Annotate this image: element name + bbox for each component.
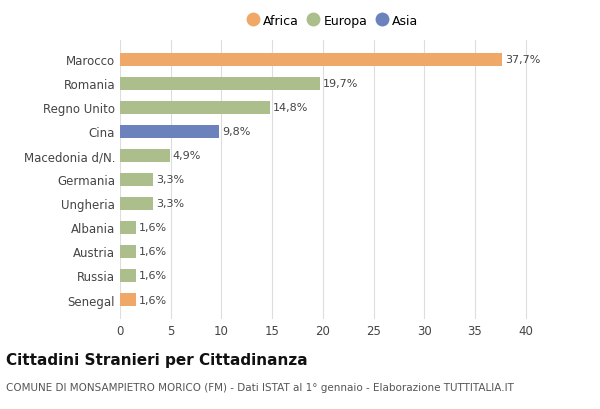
Text: 14,8%: 14,8% bbox=[273, 103, 308, 113]
Text: 19,7%: 19,7% bbox=[323, 79, 358, 89]
Bar bbox=[120, 126, 220, 139]
Bar bbox=[120, 269, 136, 282]
Bar bbox=[120, 101, 270, 115]
Text: 37,7%: 37,7% bbox=[505, 55, 541, 65]
Text: 9,8%: 9,8% bbox=[223, 127, 251, 137]
Bar bbox=[120, 54, 502, 67]
Text: 1,6%: 1,6% bbox=[139, 223, 167, 233]
Text: 4,9%: 4,9% bbox=[173, 151, 201, 161]
Bar bbox=[120, 221, 136, 234]
Legend: Africa, Europa, Asia: Africa, Europa, Asia bbox=[244, 11, 422, 31]
Bar bbox=[120, 245, 136, 258]
Text: 3,3%: 3,3% bbox=[157, 175, 185, 185]
Text: 3,3%: 3,3% bbox=[157, 199, 185, 209]
Text: COMUNE DI MONSAMPIETRO MORICO (FM) - Dati ISTAT al 1° gennaio - Elaborazione TUT: COMUNE DI MONSAMPIETRO MORICO (FM) - Dat… bbox=[6, 382, 514, 392]
Bar bbox=[120, 197, 154, 211]
Text: 1,6%: 1,6% bbox=[139, 295, 167, 305]
Bar bbox=[120, 149, 170, 163]
Bar bbox=[120, 173, 154, 187]
Text: Cittadini Stranieri per Cittadinanza: Cittadini Stranieri per Cittadinanza bbox=[6, 352, 308, 367]
Bar bbox=[120, 78, 320, 91]
Text: 1,6%: 1,6% bbox=[139, 271, 167, 281]
Text: 1,6%: 1,6% bbox=[139, 247, 167, 257]
Bar bbox=[120, 293, 136, 306]
